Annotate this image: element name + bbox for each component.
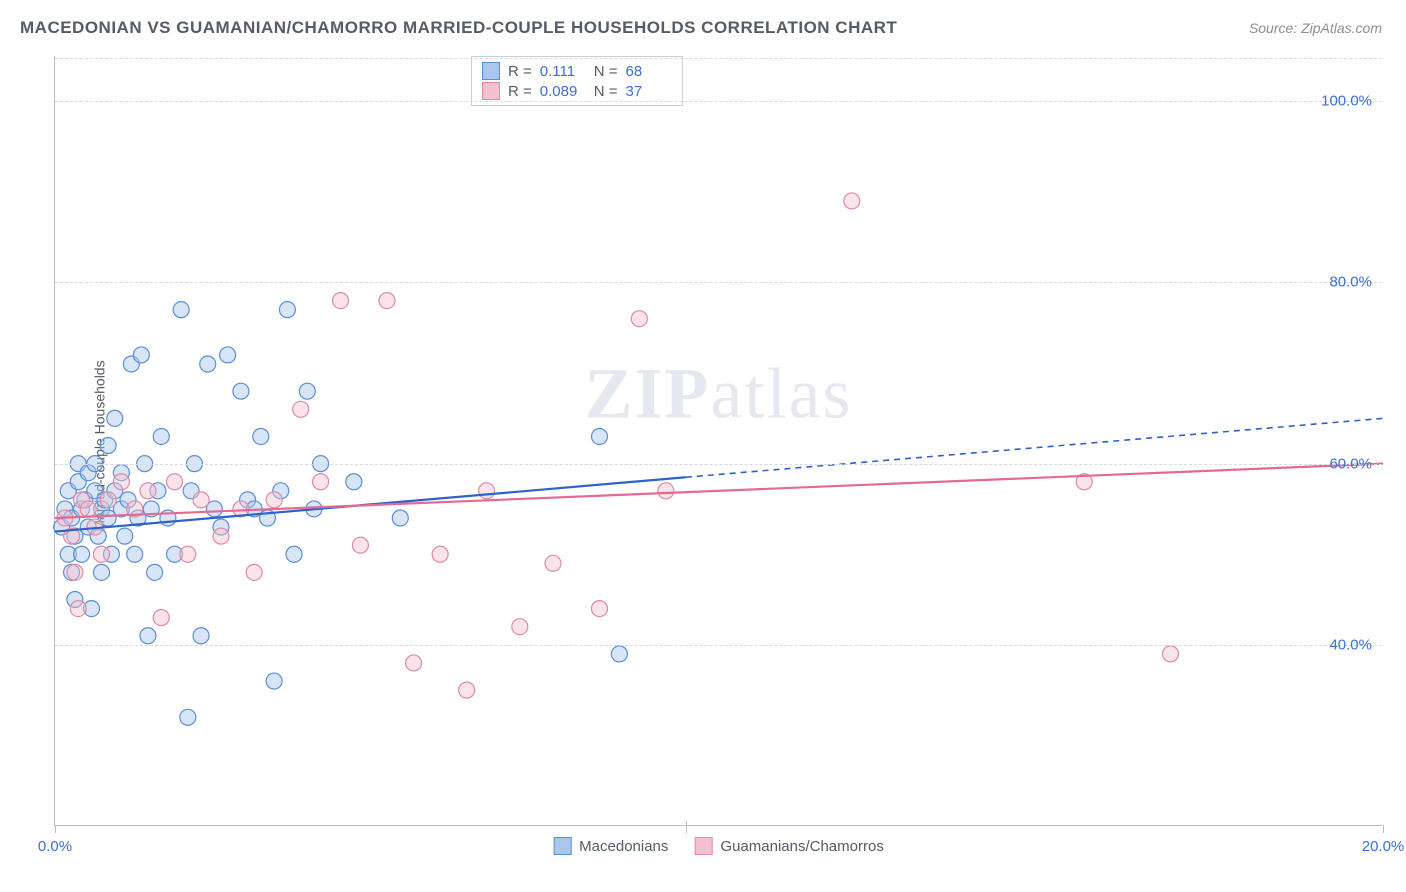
data-point bbox=[611, 646, 627, 662]
n-value: 68 bbox=[626, 63, 672, 80]
chart-plot-area: ZIPatlas R = 0.111 N = 68 R = 0.089 N = … bbox=[54, 56, 1382, 826]
data-point bbox=[113, 474, 129, 490]
data-point bbox=[591, 428, 607, 444]
chart-source: Source: ZipAtlas.com bbox=[1249, 20, 1382, 36]
grid-line bbox=[55, 58, 1382, 59]
r-label: R = bbox=[508, 83, 532, 100]
x-tick bbox=[686, 821, 687, 833]
data-point bbox=[299, 383, 315, 399]
data-point bbox=[346, 474, 362, 490]
y-tick-label: 40.0% bbox=[1329, 636, 1372, 653]
data-point bbox=[406, 655, 422, 671]
data-point bbox=[512, 619, 528, 635]
grid-line bbox=[55, 282, 1382, 283]
data-point bbox=[266, 673, 282, 689]
data-point bbox=[100, 492, 116, 508]
data-point bbox=[286, 546, 302, 562]
stats-row-1: R = 0.089 N = 37 bbox=[482, 81, 672, 101]
data-point bbox=[213, 528, 229, 544]
data-point bbox=[140, 628, 156, 644]
data-point bbox=[100, 438, 116, 454]
swatch-icon bbox=[694, 837, 712, 855]
x-tick bbox=[1383, 825, 1384, 833]
series-legend: Macedonians Guamanians/Chamorros bbox=[553, 837, 884, 855]
data-point bbox=[153, 610, 169, 626]
n-label: N = bbox=[594, 83, 618, 100]
data-point bbox=[233, 383, 249, 399]
chart-header: MACEDONIAN VS GUAMANIAN/CHAMORRO MARRIED… bbox=[0, 0, 1406, 48]
data-point bbox=[67, 564, 83, 580]
data-point bbox=[253, 428, 269, 444]
data-point bbox=[591, 601, 607, 617]
data-point bbox=[153, 428, 169, 444]
swatch-icon bbox=[482, 82, 500, 100]
legend-label: Guamanians/Chamorros bbox=[720, 838, 883, 855]
stats-row-0: R = 0.111 N = 68 bbox=[482, 61, 672, 81]
grid-line bbox=[55, 101, 1382, 102]
legend-label: Macedonians bbox=[579, 838, 668, 855]
data-point bbox=[180, 546, 196, 562]
data-point bbox=[313, 474, 329, 490]
data-point bbox=[133, 347, 149, 363]
swatch-icon bbox=[553, 837, 571, 855]
data-point bbox=[658, 483, 674, 499]
data-point bbox=[352, 537, 368, 553]
data-point bbox=[107, 410, 123, 426]
x-tick bbox=[55, 825, 56, 833]
data-point bbox=[545, 555, 561, 571]
trend-line bbox=[55, 464, 1383, 518]
data-point bbox=[379, 293, 395, 309]
data-point bbox=[200, 356, 216, 372]
data-point bbox=[93, 564, 109, 580]
y-tick-label: 60.0% bbox=[1329, 455, 1372, 472]
legend-item-0: Macedonians bbox=[553, 837, 668, 855]
r-value: 0.111 bbox=[540, 63, 586, 80]
data-point bbox=[193, 492, 209, 508]
legend-item-1: Guamanians/Chamorros bbox=[694, 837, 883, 855]
data-point bbox=[631, 311, 647, 327]
r-value: 0.089 bbox=[540, 83, 586, 100]
r-label: R = bbox=[508, 63, 532, 80]
data-point bbox=[173, 302, 189, 318]
grid-line bbox=[55, 645, 1382, 646]
data-point bbox=[167, 474, 183, 490]
data-point bbox=[432, 546, 448, 562]
data-point bbox=[93, 546, 109, 562]
n-value: 37 bbox=[626, 83, 672, 100]
grid-line bbox=[55, 464, 1382, 465]
data-point bbox=[80, 501, 96, 517]
data-point bbox=[193, 628, 209, 644]
data-point bbox=[293, 401, 309, 417]
x-tick-label: 20.0% bbox=[1362, 838, 1405, 855]
data-point bbox=[117, 528, 133, 544]
x-tick-label: 0.0% bbox=[38, 838, 72, 855]
data-point bbox=[479, 483, 495, 499]
data-point bbox=[266, 492, 282, 508]
scatter-plot-svg bbox=[55, 56, 1382, 825]
data-point bbox=[246, 564, 262, 580]
data-point bbox=[844, 193, 860, 209]
y-tick-label: 100.0% bbox=[1321, 93, 1372, 110]
swatch-icon bbox=[482, 62, 500, 80]
data-point bbox=[1163, 646, 1179, 662]
correlation-stats-box: R = 0.111 N = 68 R = 0.089 N = 37 bbox=[471, 56, 683, 106]
data-point bbox=[70, 601, 86, 617]
data-point bbox=[140, 483, 156, 499]
data-point bbox=[459, 682, 475, 698]
data-point bbox=[279, 302, 295, 318]
data-point bbox=[180, 709, 196, 725]
data-point bbox=[220, 347, 236, 363]
data-point bbox=[74, 546, 90, 562]
n-label: N = bbox=[594, 63, 618, 80]
data-point bbox=[333, 293, 349, 309]
chart-title: MACEDONIAN VS GUAMANIAN/CHAMORRO MARRIED… bbox=[20, 18, 897, 38]
y-tick-label: 80.0% bbox=[1329, 274, 1372, 291]
data-point bbox=[127, 546, 143, 562]
data-point bbox=[392, 510, 408, 526]
data-point bbox=[147, 564, 163, 580]
